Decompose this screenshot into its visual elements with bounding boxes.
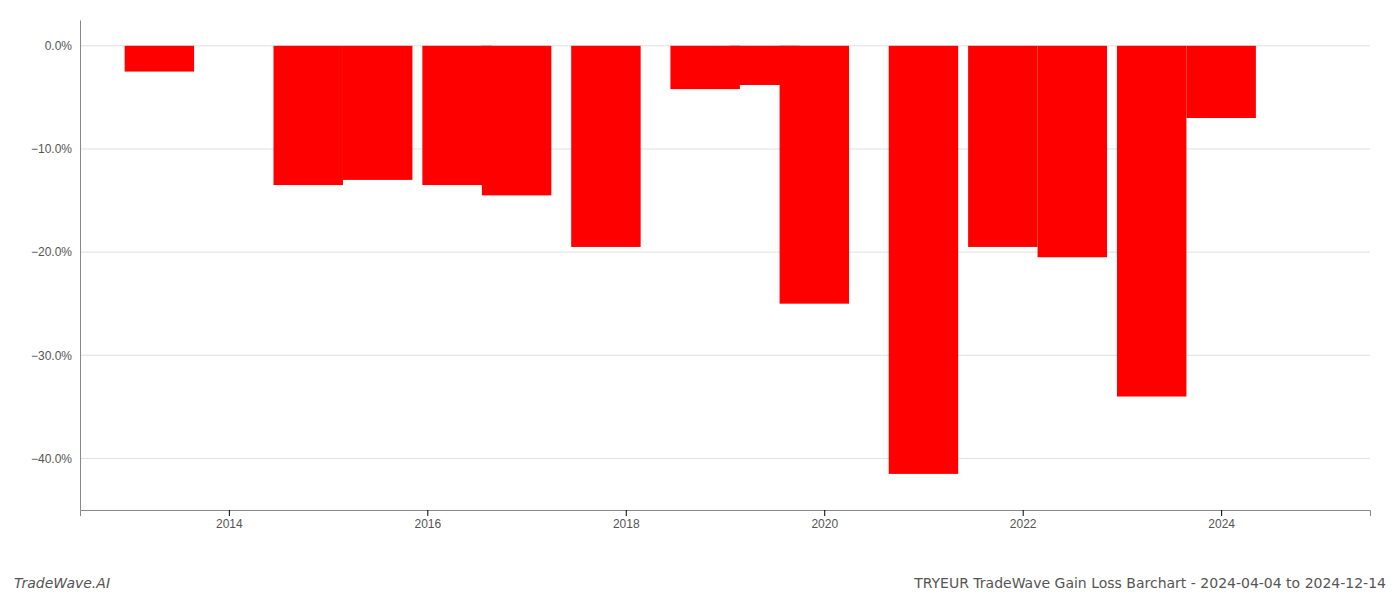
bar [571, 46, 640, 247]
bar [889, 46, 958, 474]
y-axis: 0.0% −10.0% −20.0% −30.0% −40.0% [31, 21, 81, 511]
x-axis-line [81, 511, 1371, 517]
y-tick-label: −10.0% [31, 142, 72, 156]
bar [1186, 46, 1255, 118]
bar [274, 46, 343, 185]
x-tick-mark [427, 510, 428, 516]
x-tick-label: 2022 [1010, 517, 1037, 531]
bar [1117, 46, 1186, 397]
y-tick: −20.0% [31, 245, 80, 259]
x-tick: 2024 [1208, 510, 1235, 531]
y-tick-label: −40.0% [31, 452, 72, 466]
y-tick: −10.0% [31, 142, 80, 156]
x-tick-label: 2018 [613, 517, 640, 531]
bar [343, 46, 412, 180]
x-tick-mark [824, 510, 825, 516]
bar [482, 46, 551, 196]
x-tick-label: 2014 [216, 517, 243, 531]
y-tick-label: 0.0% [45, 39, 73, 53]
plot-area: 0.0% −10.0% −20.0% −30.0% −40.0% 2014 2016 2018… [31, 21, 1371, 531]
x-tick: 2016 [414, 510, 441, 531]
bar [670, 46, 739, 89]
grid [80, 46, 1370, 459]
y-tick: −40.0% [31, 452, 80, 466]
bars [125, 46, 1256, 474]
grid-line [80, 458, 1370, 459]
x-tick-label: 2016 [414, 517, 441, 531]
x-tick-label: 2024 [1208, 517, 1235, 531]
x-tick: 2018 [613, 510, 640, 531]
bar [780, 46, 849, 304]
x-tick-label: 2020 [811, 517, 838, 531]
bar [968, 46, 1037, 247]
chart: 0.0% −10.0% −20.0% −30.0% −40.0% 2014 2016 2018… [0, 0, 1400, 600]
x-tick: 2014 [216, 510, 243, 531]
x-tick-mark [626, 510, 627, 516]
x-tick: 2020 [811, 510, 838, 531]
x-tick-mark [1023, 510, 1024, 516]
x-tick: 2022 [1010, 510, 1037, 531]
y-tick: 0.0% [45, 39, 80, 53]
x-axis: 2014 2016 2018 2020 2022 2024 [81, 510, 1371, 531]
x-tick-mark [1221, 510, 1222, 516]
bar [422, 46, 491, 185]
y-axis-line [80, 21, 81, 511]
y-tick-label: −30.0% [31, 349, 72, 363]
title: TRYEUR TradeWave Gain Loss Barchart - 20… [913, 575, 1386, 591]
bar [1038, 46, 1107, 257]
bar [125, 46, 194, 72]
x-tick-mark [229, 510, 230, 516]
watermark: TradeWave.AI [14, 575, 110, 591]
y-tick-label: −20.0% [31, 245, 72, 259]
y-tick: −30.0% [31, 349, 80, 363]
